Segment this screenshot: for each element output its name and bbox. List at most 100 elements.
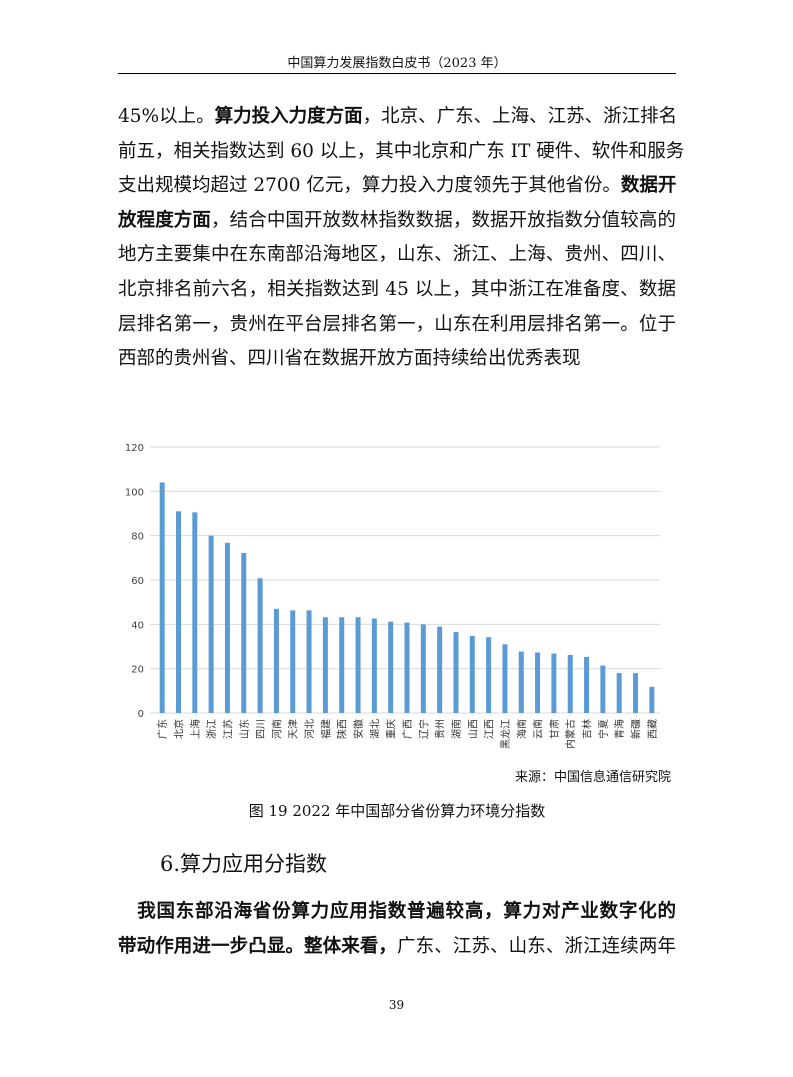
x-tick-label: 北京: [172, 719, 185, 739]
x-tick-label: 湖南: [450, 719, 463, 739]
text: 45%以上。: [118, 106, 215, 127]
paragraph-1: 45%以上。算力投入力度方面，北京、广东、上海、江苏、浙江排名前五，相关指数达到…: [118, 100, 684, 377]
bold-text: 算力投入力度方面: [214, 106, 363, 127]
bar: [388, 621, 394, 713]
x-tick-label: 内蒙古: [564, 719, 577, 749]
y-tick-label: 60: [131, 576, 144, 587]
bold-text: 带动作用进一步凸显。整体来看，: [118, 935, 398, 957]
y-tick-label: 120: [125, 443, 144, 454]
x-tick-label: 广东: [156, 719, 169, 739]
bar: [339, 617, 345, 713]
bar: [633, 673, 639, 713]
figure-caption: 图 19 2022 年中国部分省份算力环境分指数: [248, 802, 546, 820]
x-tick-label: 河北: [304, 719, 316, 739]
bar: [600, 665, 606, 713]
text-line: 放程度方面，结合中国开放数林指数数据，数据开放指数分值较高的: [118, 204, 676, 239]
text: 前五，相关指数达到 60 以上，其中北京和广东 IT 硬件、软件和服务: [118, 140, 685, 162]
x-tick-label: 黑龙江: [499, 719, 512, 749]
bar: [616, 673, 622, 713]
bar: [306, 610, 312, 713]
bar: [518, 651, 524, 713]
bar: [404, 622, 410, 713]
x-tick-label: 天津: [288, 719, 300, 739]
x-tick-label: 山西: [467, 719, 479, 739]
bar: [208, 535, 214, 713]
bar: [437, 626, 443, 713]
bar: [551, 653, 557, 713]
y-tick-label: 0: [138, 709, 144, 720]
x-tick-label: 辽宁: [417, 719, 430, 739]
x-tick-label: 福建: [319, 719, 332, 739]
bar: [486, 637, 492, 713]
y-tick-label: 100: [125, 487, 144, 498]
x-tick-label: 江西: [484, 719, 496, 739]
bar: [355, 617, 361, 713]
bar: [273, 608, 279, 713]
text-line: 北京排名前六名，相关指数达到 45 以上，其中浙江在准备度、数据: [118, 273, 676, 308]
x-tick-label: 浙江: [206, 719, 218, 739]
bar: [224, 542, 230, 713]
y-tick-label: 40: [131, 620, 144, 631]
paragraph-2: 我国东部沿海省份算力应用指数普遍较高，算力对产业数字化的 带动作用进一步凸显。整体…: [118, 895, 676, 964]
x-tick-label: 宁夏: [597, 719, 610, 739]
text: 层排名第一，贵州在平台层排名第一，山东在利用层排名第一。位于: [118, 313, 676, 335]
text-line: 层排名第一，贵州在平台层排名第一，山东在利用层排名第一。位于: [118, 308, 676, 343]
x-tick-label: 安徽: [352, 719, 365, 739]
bar: [257, 578, 263, 713]
text-line: 带动作用进一步凸显。整体来看，广东、江苏、山东、浙江连续两年: [118, 930, 676, 965]
bar: [502, 644, 508, 713]
x-tick-label: 吉林: [581, 719, 594, 739]
bold-text: 数据开: [620, 175, 677, 197]
bar: [649, 686, 655, 713]
y-tick-label: 80: [131, 532, 144, 543]
x-tick-label: 江苏: [221, 719, 234, 739]
text-line: 支出规模均超过 2700 亿元，算力投入力度领先于其他省份。数据开: [118, 169, 676, 204]
x-tick-label: 重庆: [385, 719, 398, 739]
running-header: 中国算力发展指数白皮书（2023 年）: [287, 56, 507, 71]
text: 西部的贵州省、四川省在数据开放方面持续给出优秀表现: [118, 348, 581, 370]
x-tick-label: 湖北: [369, 719, 381, 739]
bar: [175, 511, 181, 713]
bar: [584, 656, 590, 713]
text-line: 地方主要集中在东南部沿海地区，山东、浙江、上海、贵州、四川、: [118, 238, 676, 273]
x-tick-label: 新疆: [630, 719, 643, 739]
text: 北京排名前六名，相关指数达到 45 以上，其中浙江在准备度、数据: [118, 278, 676, 300]
y-tick-label: 20: [131, 665, 144, 676]
bar: [453, 632, 459, 713]
x-tick-label: 山东: [238, 719, 251, 739]
bar: [159, 482, 165, 713]
bar: [241, 552, 247, 713]
bar: [420, 624, 426, 713]
text-line: 我国东部沿海省份算力应用指数普遍较高，算力对产业数字化的: [118, 895, 676, 930]
bar: [322, 617, 328, 713]
bar: [192, 512, 198, 713]
bar: [567, 654, 573, 713]
x-tick-label: 海南: [515, 719, 528, 739]
text: 广东、江苏、山东、浙江连续两年: [397, 935, 676, 957]
text: 支出规模均超过 2700 亿元，算力投入力度领先于其他省份。: [118, 175, 621, 197]
x-tick-label: 四川: [256, 719, 267, 739]
x-tick-label: 河南: [270, 719, 283, 739]
bar-chart: 0 20 40 60 80 100 120 广东 北京 上海 浙江 江苏 山东 四川 河南 天津 河北 福建 陕西安…: [125, 443, 660, 749]
text: ，结合中国开放数林指数数据，数据开放指数分值较高的: [211, 209, 676, 231]
bar: [469, 635, 475, 713]
x-tick-label: 云南: [532, 719, 545, 739]
text: 地方主要集中在东南部沿海地区，山东、浙江、上海、贵州、四川、: [118, 244, 676, 266]
bar: [290, 610, 296, 713]
text-line: 西部的贵州省、四川省在数据开放方面持续给出优秀表现: [118, 342, 676, 377]
x-tick-label: 广西: [402, 719, 414, 739]
page-number: 39: [388, 998, 405, 1012]
text: ，北京、广东、上海、江苏、浙江排名: [362, 106, 678, 127]
bold-text: 放程度方面: [118, 209, 212, 231]
bold-text: 我国东部沿海省份算力应用指数普遍较高，算力对产业数字化的: [118, 901, 676, 922]
x-tick-label: 甘肃: [548, 719, 561, 739]
chart-source: 来源：中国信息通信研究院: [514, 770, 671, 785]
text-line: 45%以上。算力投入力度方面，北京、广东、上海、江苏、浙江排名: [118, 100, 678, 135]
x-tick-label: 青海: [613, 719, 626, 739]
bar: [535, 652, 541, 713]
x-tick-label: 西藏: [647, 719, 659, 739]
bar: [371, 618, 377, 713]
x-tick-label: 贵州: [434, 719, 447, 739]
section-title: 6.算力应用分指数: [160, 852, 328, 876]
header-rule: [118, 73, 676, 74]
